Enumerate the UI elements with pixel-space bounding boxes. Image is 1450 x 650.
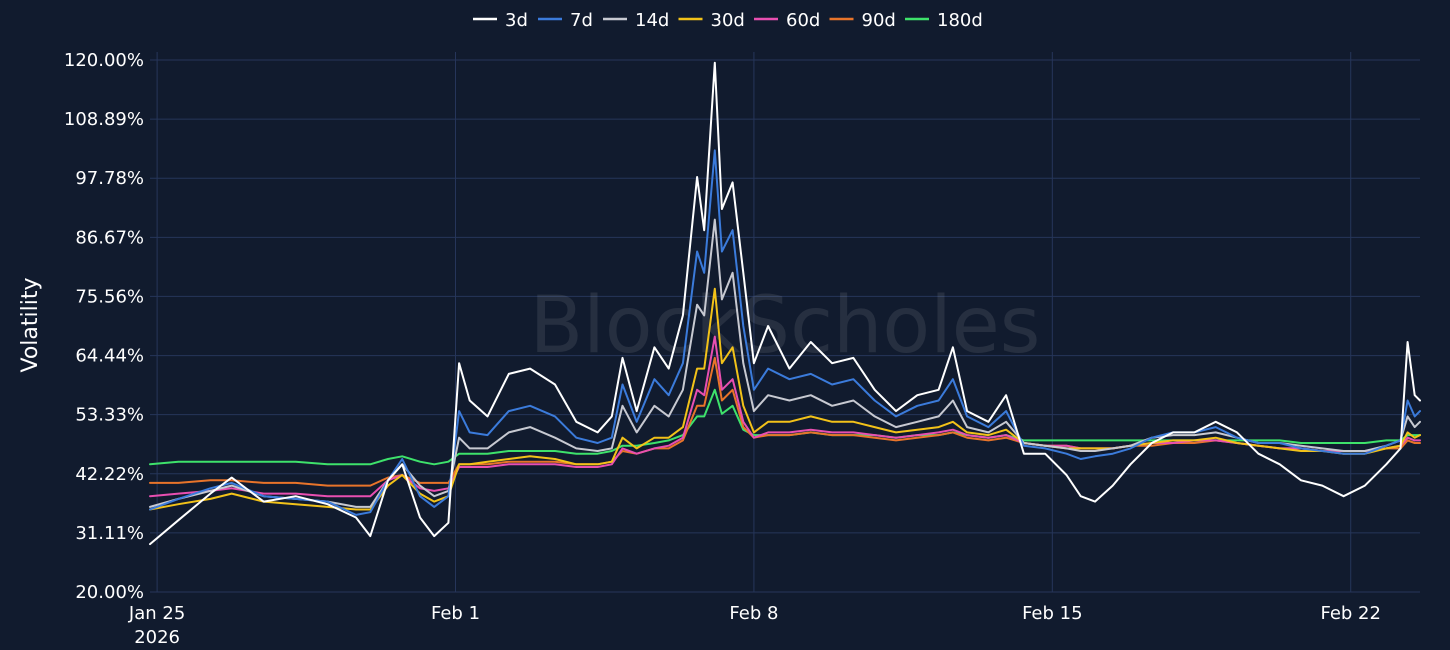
legend-item-60d[interactable]: 60d — [754, 10, 820, 31]
series-layer — [149, 61, 1421, 546]
grid — [150, 52, 1420, 593]
y-tick-label: 75.56% — [75, 286, 144, 307]
y-tick-label: 42.22% — [75, 464, 144, 485]
y-axis-title: Volatility — [18, 277, 43, 372]
x-tick-sublabel: 2026 — [134, 627, 180, 648]
legend-item-30d[interactable]: 30d — [678, 10, 745, 31]
series-line-3d — [149, 61, 1421, 546]
x-tick-label: Feb 8 — [729, 603, 778, 624]
series-line-30d — [149, 287, 1421, 511]
legend-label: 7d — [570, 10, 593, 31]
series-line-60d — [149, 335, 1421, 498]
legend-item-7d[interactable]: 7d — [538, 10, 593, 31]
series-line-7d — [149, 149, 1421, 516]
x-tick-label: Feb 1 — [431, 603, 480, 624]
legend-item-180d[interactable]: 180d — [905, 10, 983, 31]
legend-label: 3d — [505, 10, 528, 31]
legend-item-90d[interactable]: 90d — [829, 10, 896, 31]
y-tick-label: 120.00% — [64, 50, 144, 71]
y-tick-label: 31.11% — [75, 523, 144, 544]
y-axis: 20.00% 31.11% 42.22% 53.33% 64.44% 75.56% 86.6… — [64, 50, 144, 603]
y-tick-label: 97.78% — [75, 168, 144, 189]
legend-label: 180d — [937, 10, 983, 31]
legend-label: 30d — [711, 10, 745, 31]
y-tick-label: 64.44% — [75, 346, 144, 367]
legend-item-3d[interactable]: 3d — [473, 10, 528, 31]
y-tick-label: 53.33% — [75, 405, 144, 426]
legend-item-14d[interactable]: 14d — [603, 10, 669, 31]
legend-label: 60d — [786, 10, 820, 31]
series-line-14d — [149, 218, 1421, 508]
y-tick-label: 108.89% — [64, 109, 144, 130]
y-tick-label: 86.67% — [75, 227, 144, 248]
x-axis: Jan 25 2026 Feb 1 Feb 8 Feb 15 Feb 22 — [128, 603, 1381, 648]
y-tick-label: 20.00% — [75, 582, 144, 603]
x-tick-label: Feb 15 — [1022, 603, 1083, 624]
x-tick-label: Feb 22 — [1320, 603, 1381, 624]
x-tick-label: Jan 25 — [128, 603, 185, 624]
legend-label: 90d — [862, 10, 896, 31]
legend: 3d 7d 14d 30d 60d 90d 180d — [473, 10, 983, 31]
watermark: BlockScholes — [530, 281, 1041, 371]
legend-label: 14d — [635, 10, 669, 31]
